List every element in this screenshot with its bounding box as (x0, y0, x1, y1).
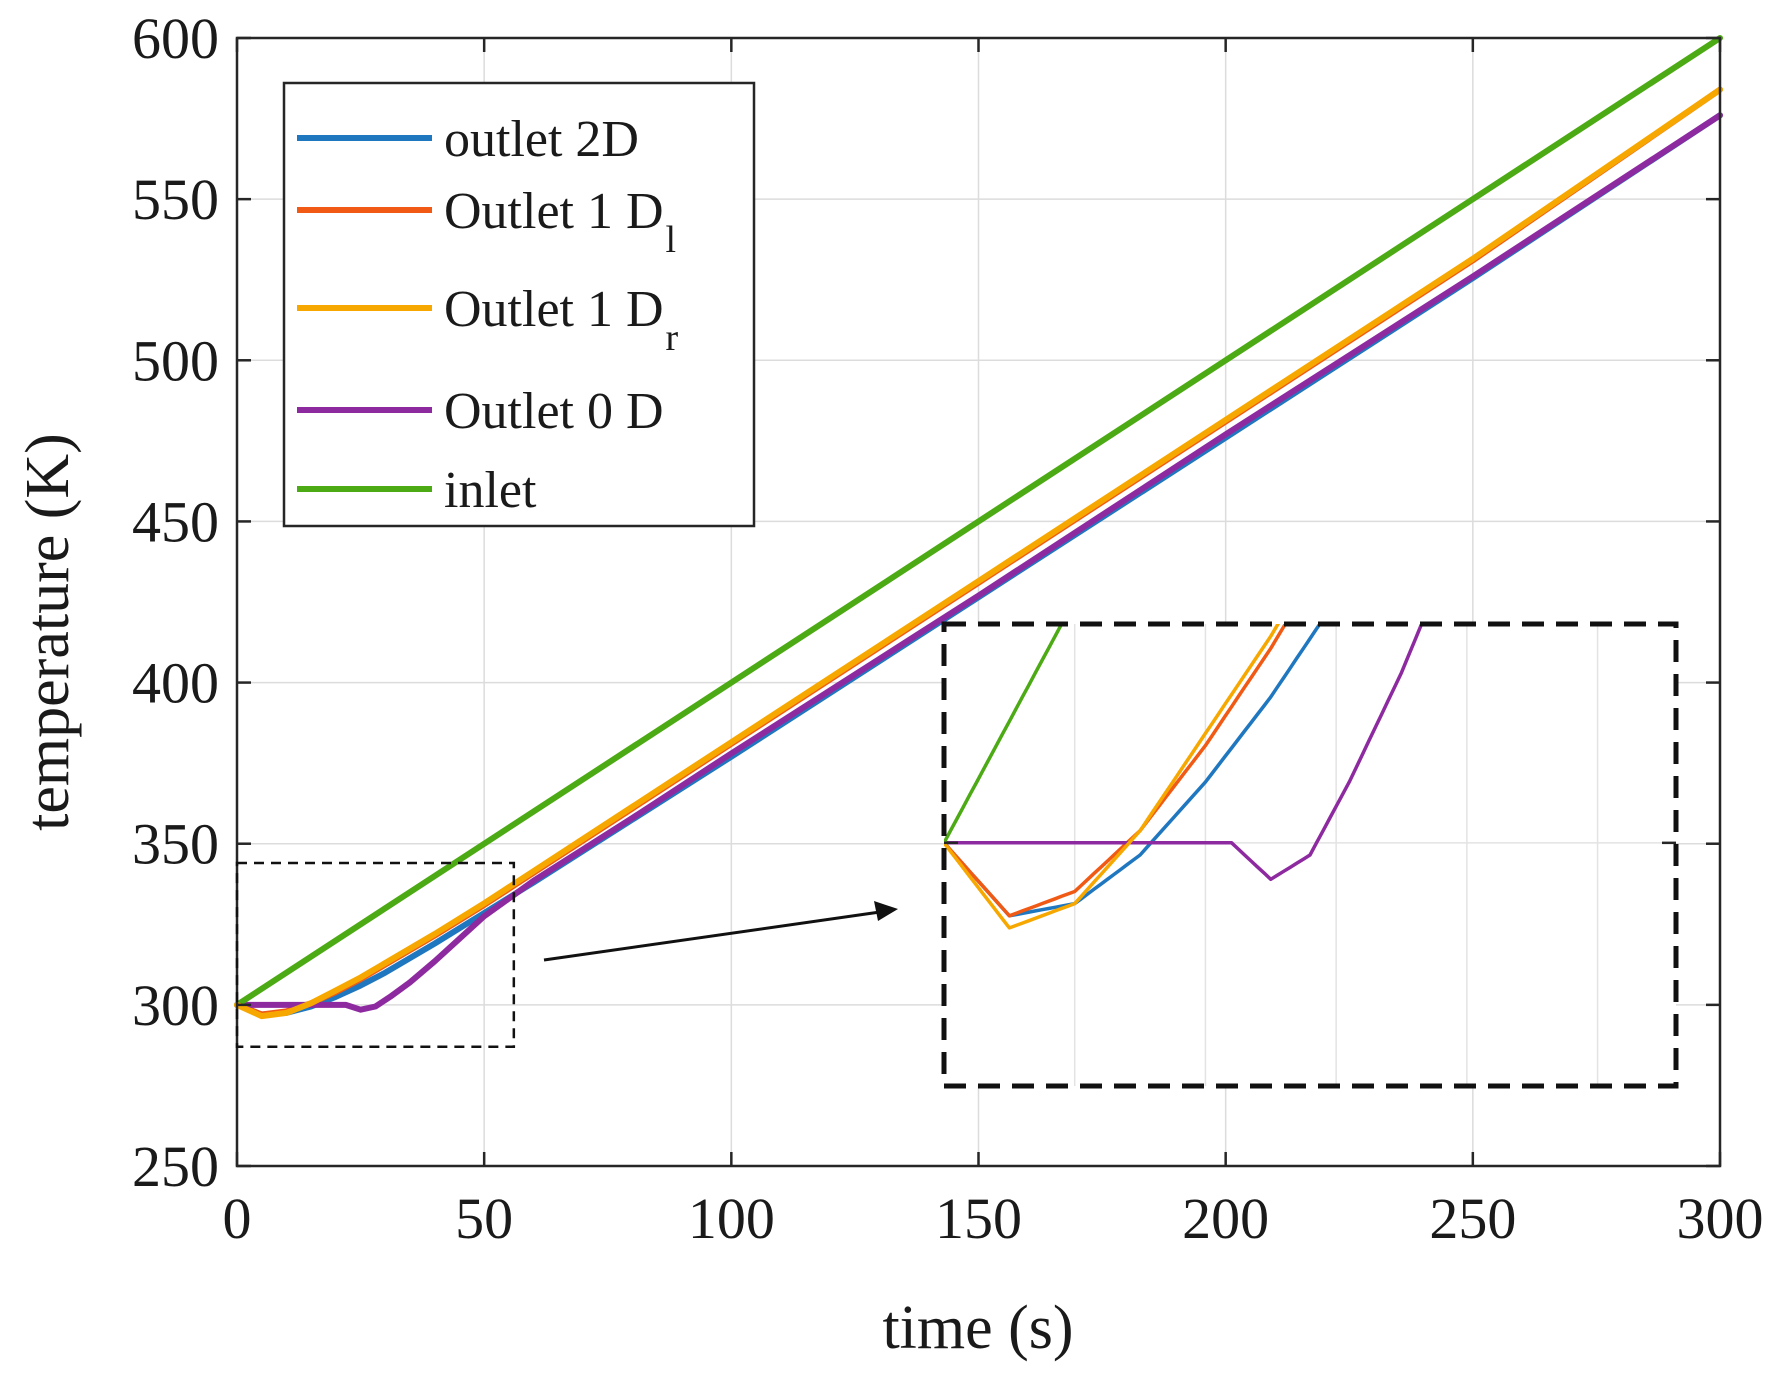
arrow-head (874, 901, 898, 921)
series-lines (234, 35, 1723, 1020)
legend-label-outlet-2d: outlet 2D (444, 111, 639, 168)
x-tick-label-50: 50 (455, 1186, 513, 1251)
zoom-source-box (235, 861, 516, 1049)
legend-label-inlet: inlet (444, 462, 537, 519)
x-tick-label-300: 300 (1677, 1186, 1764, 1251)
legend-subscript-outlet-1-dr: r (666, 317, 679, 359)
arrow-shaft (543, 910, 881, 962)
inset-series-line-outlet-1-dr (944, 624, 1281, 930)
inset-lines (944, 624, 1424, 930)
legend-subscript-outlet-1-dl: l (666, 219, 677, 261)
legend-box (282, 81, 756, 528)
x-tick-label-200: 200 (1182, 1186, 1269, 1251)
y-tick-label-550: 550 (132, 167, 219, 232)
y-axis-title: temperature (K) (14, 433, 82, 831)
y-tick-label-500: 500 (132, 328, 219, 393)
axes-box (235, 36, 1722, 1168)
legend-label-outlet-1-dl: Outlet 1 D (444, 183, 664, 240)
zoom-arrow (543, 901, 898, 962)
x-tick-label-100: 100 (688, 1186, 775, 1251)
y-tick-label-300: 300 (132, 973, 219, 1038)
x-axis-title: time (s) (882, 1294, 1073, 1362)
inset-frame (941, 621, 1679, 1089)
inset-series-line-outlet-1-dl (944, 624, 1288, 918)
y-tick-label-400: 400 (132, 651, 219, 716)
x-tick-label-250: 250 (1429, 1186, 1516, 1251)
zoom-inset (941, 621, 1679, 1089)
y-tick-label-450: 450 (132, 489, 219, 554)
y-tick-label-250: 250 (132, 1134, 219, 1199)
x-tick-label-150: 150 (935, 1186, 1022, 1251)
zoom-source-rect (235, 861, 516, 1049)
inset-series-line-outlet-0-d (944, 624, 1424, 882)
y-tick-label-600: 600 (132, 6, 219, 71)
tick-labels: 0 50 100 150 200 250 300 250 300 350 400 450 500 550 6… (132, 6, 1764, 1251)
inset-series-line-outlet-2d (944, 624, 1322, 918)
series-line-outlet-1-dr (234, 86, 1723, 1020)
series-line-outlet-0-d (234, 112, 1723, 1013)
y-tick-label-350: 350 (132, 812, 219, 877)
x-tick-label-0: 0 (223, 1186, 252, 1251)
legend-label-outlet-1-dr: Outlet 1 D (444, 281, 664, 338)
series-line-inlet (234, 35, 1723, 1008)
legend-label-outlet-0-d: Outlet 0 D (444, 383, 664, 440)
